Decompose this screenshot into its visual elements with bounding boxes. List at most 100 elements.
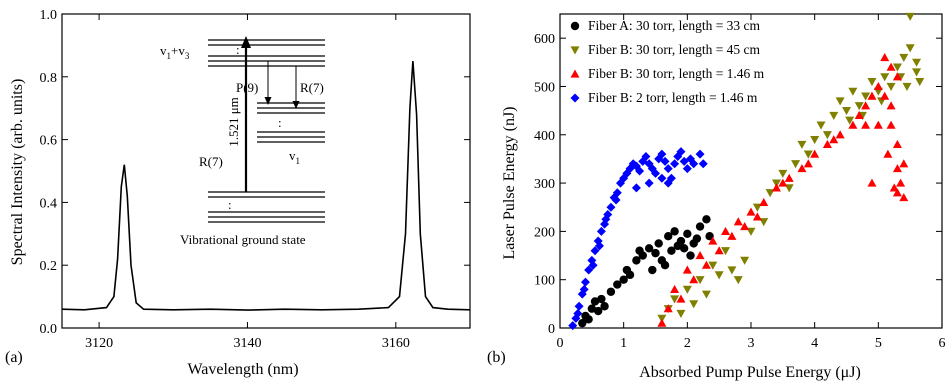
- data-point-series-4: [611, 195, 621, 205]
- data-point-series-4: [689, 159, 699, 169]
- data-point-series-1: [692, 234, 702, 243]
- b-ytick-label: 300: [534, 177, 555, 192]
- data-point-series-2: [689, 300, 699, 309]
- data-point-series-4: [641, 152, 651, 162]
- scatter-points: [568, 12, 925, 331]
- a-ytick-label: 0.8: [40, 71, 58, 86]
- panel-a-ticks: 3120 3140 3160 0.0 0.2 0.4 0.6 0.8 1.0: [40, 8, 470, 351]
- legend: Fiber A: 30 torr, length = 33 cm Fiber B:…: [570, 18, 765, 105]
- data-point-series-3: [714, 246, 724, 255]
- data-point-series-1: [686, 251, 695, 260]
- legend-label-2: Fiber B: 30 torr, length = 45 cm: [588, 42, 761, 57]
- data-point-series-3: [867, 178, 877, 187]
- b-ytick-label: 500: [534, 80, 555, 95]
- data-point-series-1: [695, 222, 705, 231]
- data-point-series-3: [695, 251, 705, 260]
- panel-b-ticks: 0 1 2 3 4 5 6 0 100 200 300 400 500 600: [534, 14, 946, 351]
- data-point-series-3: [822, 139, 832, 149]
- data-point-series-4: [588, 260, 598, 270]
- legend-label-4: Fiber B: 2 torr, length = 1.46 m: [588, 90, 758, 105]
- data-point-series-1: [606, 287, 616, 296]
- data-point-series-4: [590, 246, 600, 256]
- data-point-series-1: [648, 265, 657, 275]
- data-point-series-4: [568, 321, 578, 331]
- data-point-series-3: [892, 72, 902, 81]
- data-point-series-3: [854, 110, 864, 120]
- data-point-series-2: [778, 169, 788, 178]
- data-point-series-3: [810, 149, 820, 158]
- legend-marker-3: [570, 69, 580, 78]
- data-point-series-3: [708, 236, 718, 245]
- data-point-series-4: [579, 284, 589, 294]
- data-point-series-1: [619, 275, 628, 284]
- data-point-series-3: [778, 178, 788, 187]
- a-ytick-label: 1.0: [40, 8, 58, 23]
- data-point-series-4: [657, 173, 667, 183]
- ground-levels: [208, 191, 325, 223]
- data-point-series-4: [676, 147, 686, 157]
- data-point-series-4: [682, 164, 692, 174]
- data-point-series-1: [635, 246, 644, 255]
- data-point-series-4: [606, 202, 616, 212]
- b-xtick-label: 3: [748, 336, 755, 351]
- data-point-series-2: [797, 140, 807, 149]
- data-point-series-2: [905, 12, 915, 21]
- a-ytick-label: 0.6: [40, 134, 58, 149]
- data-point-series-1: [702, 215, 711, 224]
- b-xtick-label: 1: [620, 336, 627, 351]
- data-point-series-2: [905, 44, 915, 53]
- a-ytick-label: 0.0: [40, 322, 58, 337]
- data-point-series-3: [873, 81, 883, 91]
- data-point-series-2: [886, 82, 896, 91]
- data-point-series-2: [842, 107, 851, 116]
- data-point-series-4: [601, 214, 611, 224]
- data-point-series-3: [886, 120, 896, 129]
- data-point-series-4: [651, 168, 660, 178]
- data-point-series-4: [695, 149, 705, 159]
- panel-a-y-axis-label: Spectral Intensity (arb. units): [9, 79, 26, 266]
- data-point-series-4: [573, 309, 583, 319]
- data-point-series-1: [600, 302, 609, 311]
- data-point-series-2: [912, 58, 922, 67]
- legend-marker-2: [570, 46, 580, 55]
- data-point-series-4: [612, 188, 622, 198]
- data-point-series-1: [644, 244, 654, 253]
- a-xtick-label: 3140: [233, 336, 261, 351]
- data-point-series-4: [580, 277, 590, 287]
- data-point-series-1: [587, 304, 597, 313]
- data-point-series-4: [657, 149, 667, 159]
- data-point-series-1: [613, 280, 622, 289]
- legend-label-3: Fiber B: 30 torr, length = 1.46 m: [588, 66, 765, 81]
- data-point-series-3: [880, 52, 890, 62]
- data-point-series-1: [578, 318, 587, 328]
- b-xtick-label: 6: [939, 336, 946, 351]
- data-point-series-1: [683, 229, 692, 238]
- data-point-series-3: [740, 222, 750, 231]
- data-point-series-1: [651, 248, 660, 258]
- data-point-series-4: [698, 159, 708, 169]
- data-point-series-3: [689, 275, 699, 284]
- data-point-series-3: [848, 120, 858, 129]
- data-point-series-2: [721, 247, 731, 256]
- data-point-series-2: [892, 63, 902, 72]
- data-point-series-3: [676, 294, 686, 303]
- data-point-series-2: [676, 309, 686, 319]
- data-point-series-4: [596, 226, 606, 236]
- data-point-series-4: [574, 301, 584, 311]
- data-point-series-3: [759, 197, 769, 206]
- data-point-series-3: [797, 164, 807, 173]
- data-point-series-2: [902, 82, 912, 91]
- data-point-series-3: [733, 217, 743, 226]
- panel-b-y-axis-label: Laser Pulse Energy (nJ): [501, 107, 518, 260]
- ground-dots: :: [228, 197, 232, 212]
- upper-dots: :: [236, 42, 240, 57]
- data-point-series-3: [883, 149, 893, 158]
- upper-state-label: v1+v3: [160, 43, 190, 61]
- legend-marker-1: [570, 21, 580, 31]
- data-point-series-1: [584, 315, 593, 324]
- data-point-series-2: [854, 102, 864, 111]
- data-point-series-2: [848, 87, 858, 96]
- data-point-series-2: [708, 261, 718, 270]
- data-point-series-3: [752, 212, 762, 221]
